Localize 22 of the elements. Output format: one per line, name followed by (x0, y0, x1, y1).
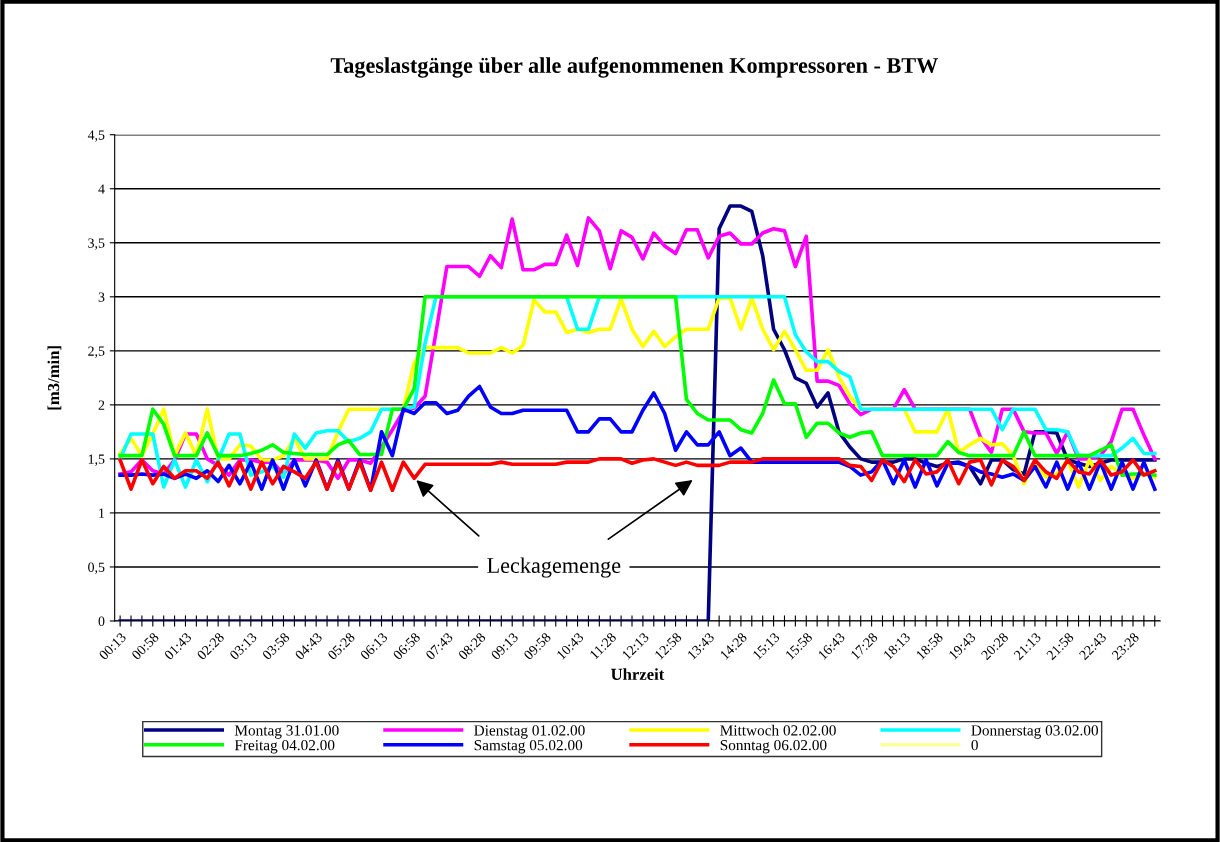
legend-label: Samstag 05.02.00 (474, 740, 583, 754)
legend-label: Mittwoch 02.02.00 (720, 724, 836, 736)
y-tick-label: 4 (98, 184, 105, 194)
chart-title: Tageslastgänge über alle aufgenommenen Kompressoren - BTW (330, 57, 938, 78)
legend-label: 0 (971, 740, 978, 751)
y-tick-label: 3,5 (88, 238, 105, 250)
y-axis-title: [m3/min] (47, 346, 62, 410)
legend-label: Donnerstag 03.02.00 (971, 725, 1099, 739)
y-tick-label: 2 (98, 400, 105, 410)
legend-label: Freitag 04.02.00 (234, 740, 335, 754)
y-tick-label: 1 (99, 508, 105, 518)
x-axis-title: Uhrzeit (611, 668, 665, 680)
legend-label: Sonntag 06.02.00 (720, 739, 827, 754)
y-tick-label: 3 (98, 292, 105, 302)
legend-label: Montag 31.01.00 (234, 725, 339, 739)
y-tick-label: 2,5 (88, 346, 105, 358)
y-tick-label: 0 (98, 616, 105, 626)
y-tick-label: 4,5 (87, 130, 105, 142)
annotation: Leckagemenge (487, 557, 621, 578)
y-tick-label: 0,5 (88, 562, 105, 574)
legend-label: Dienstag 01.02.00 (474, 725, 585, 739)
y-tick-label: 1,5 (88, 454, 105, 466)
